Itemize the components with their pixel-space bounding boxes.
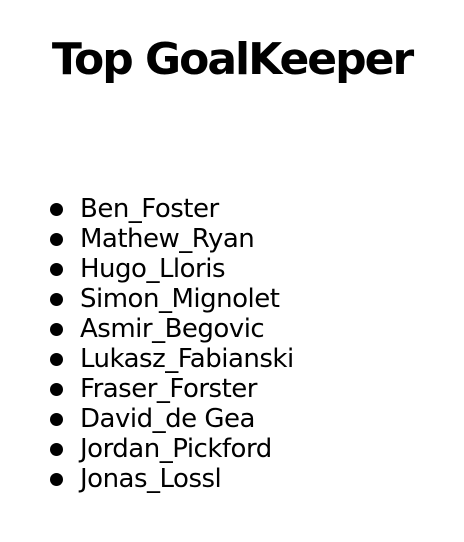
page-title: Top GoalKeeper — [51, 34, 414, 85]
goalkeeper-name: Jordan_Pickford — [80, 434, 272, 464]
list-item: Jordan_Pickford — [50, 434, 294, 464]
goalkeeper-list: Ben_Foster Mathew_Ryan Hugo_Lloris Simon… — [0, 194, 294, 494]
bullet-icon — [50, 293, 63, 306]
list-item: Fraser_Forster — [50, 374, 294, 404]
list-item: Simon_Mignolet — [50, 284, 294, 314]
list-item: Hugo_Lloris — [50, 254, 294, 284]
bullet-icon — [50, 233, 63, 246]
goalkeeper-name: Simon_Mignolet — [80, 284, 280, 314]
bullet-icon — [50, 383, 63, 396]
list-item: Mathew_Ryan — [50, 224, 294, 254]
goalkeeper-name: Hugo_Lloris — [80, 254, 226, 284]
bullet-icon — [50, 263, 63, 276]
bullet-icon — [50, 323, 63, 336]
goalkeeper-name: Asmir_Begovic — [80, 314, 265, 344]
bullet-icon — [50, 353, 63, 366]
goalkeeper-name: Jonas_Lossl — [80, 464, 222, 494]
goalkeeper-name: David_de Gea — [80, 404, 255, 434]
bullet-icon — [50, 473, 63, 486]
goalkeeper-name: Fraser_Forster — [80, 374, 257, 404]
goalkeeper-name: Lukasz_Fabianski — [80, 344, 294, 374]
list-item: David_de Gea — [50, 404, 294, 434]
goalkeeper-name: Ben_Foster — [80, 194, 219, 224]
list-item: Asmir_Begovic — [50, 314, 294, 344]
list-item: Lukasz_Fabianski — [50, 344, 294, 374]
bullet-icon — [50, 413, 63, 426]
list-item: Jonas_Lossl — [50, 464, 294, 494]
bullet-icon — [50, 443, 63, 456]
bullet-icon — [50, 203, 63, 216]
list-item: Ben_Foster — [50, 194, 294, 224]
goalkeeper-name: Mathew_Ryan — [80, 224, 255, 254]
